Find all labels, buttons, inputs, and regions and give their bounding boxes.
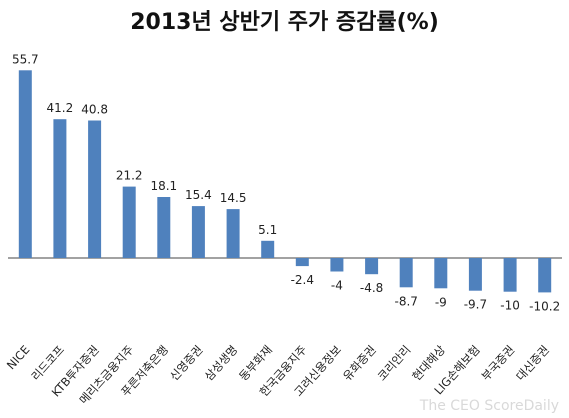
value-label-13: -9.7	[464, 298, 487, 312]
bar-13	[468, 258, 482, 291]
value-label-7: 5.1	[258, 223, 277, 237]
bar-8	[295, 258, 309, 267]
bar-14	[503, 258, 517, 292]
value-label-15: -10.2	[529, 299, 560, 313]
chart-title: 2013년 상반기 주가 증감률(%)	[130, 10, 439, 35]
value-label-14: -10	[500, 299, 520, 313]
category-label-6: 삼성생명	[202, 343, 241, 384]
watermark: The CEO ScoreDaily	[419, 398, 559, 414]
category-label-0: NICE	[4, 343, 33, 373]
bar-6	[226, 209, 240, 258]
value-label-9: -4	[331, 279, 343, 293]
bar-4	[157, 197, 171, 258]
category-label-5: 신영증권	[167, 343, 206, 384]
category-label-11: 코리안리	[375, 343, 414, 384]
value-label-3: 21.2	[116, 169, 143, 183]
value-label-8: -2.4	[291, 273, 314, 287]
category-label-14: 부국증권	[479, 343, 518, 384]
bar-0	[18, 70, 32, 258]
bar-12	[434, 258, 448, 289]
bar-1	[53, 119, 67, 258]
value-label-5: 15.4	[185, 188, 212, 202]
value-label-4: 18.1	[150, 179, 177, 193]
value-label-1: 41.2	[47, 101, 74, 115]
bar-11	[399, 258, 413, 288]
bar-9	[330, 258, 344, 272]
value-label-2: 40.8	[81, 103, 108, 117]
bar-15	[538, 258, 552, 293]
value-label-11: -8.7	[394, 294, 417, 308]
value-label-12: -9	[435, 295, 447, 309]
category-label-10: 유화증권	[340, 343, 379, 384]
bar-2	[88, 120, 102, 258]
category-label-15: 대신증권	[513, 343, 552, 384]
bar-10	[365, 258, 379, 275]
bar-7	[261, 240, 275, 258]
bar-3	[122, 186, 136, 258]
value-label-10: -4.8	[360, 281, 383, 295]
value-label-6: 14.5	[220, 191, 247, 205]
value-label-0: 55.7	[12, 52, 39, 66]
bar-5	[191, 206, 205, 258]
